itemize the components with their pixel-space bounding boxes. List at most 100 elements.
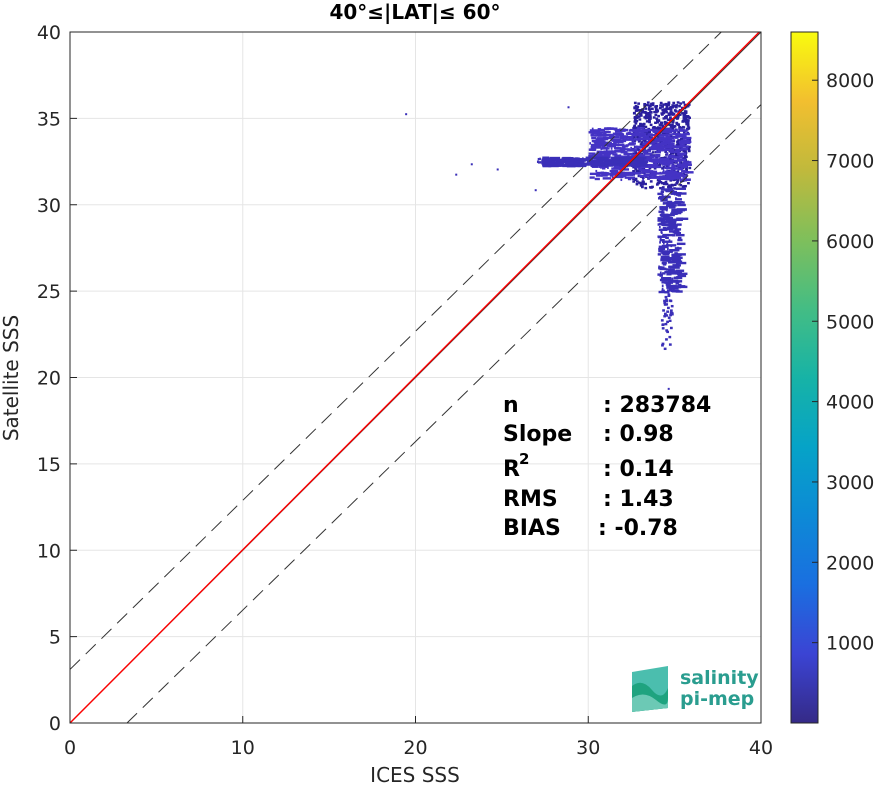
density-cell: [676, 148, 684, 151]
density-cell: [642, 181, 645, 185]
density-cell: [670, 125, 673, 128]
density-cell: [657, 223, 660, 226]
density-cell: [688, 138, 691, 141]
density-cell: [661, 289, 665, 292]
density-cell: [625, 162, 628, 165]
density-cell: [634, 126, 638, 130]
density-cell: [668, 230, 680, 233]
density-cell: [663, 132, 666, 135]
density-cell: [662, 242, 665, 245]
density-cell: [651, 151, 655, 154]
density-cell: [664, 150, 668, 153]
density-cell: [622, 145, 628, 148]
density-cell: [672, 264, 680, 267]
lower-line: [126, 104, 761, 723]
density-cell: [671, 280, 681, 283]
density-cell: [666, 218, 672, 222]
density-cell: [633, 139, 637, 142]
density-cell: [569, 164, 578, 167]
density-cell: [643, 137, 652, 140]
density-cell: [639, 114, 643, 117]
density-cell: [664, 295, 668, 299]
density-cell: [634, 118, 637, 121]
density-cell: [657, 127, 661, 131]
density-cell: [663, 137, 673, 141]
density-cell: [641, 180, 645, 183]
density-cell: [675, 104, 679, 107]
density-cell: [669, 289, 672, 292]
density-cell: [602, 177, 612, 180]
density-cell: [656, 121, 660, 124]
density-cell: [683, 155, 687, 159]
density-cell: [669, 268, 675, 271]
y-tick-label: 40: [37, 22, 61, 44]
density-cell: [639, 143, 643, 146]
density-cell: [675, 261, 687, 265]
density-cell: [613, 160, 623, 164]
density-cell: [662, 108, 666, 111]
density-cell: [654, 139, 665, 142]
density-cell: [677, 131, 681, 134]
density-cell: [678, 113, 682, 116]
density-cell: [627, 177, 632, 181]
density-cell: [662, 202, 672, 205]
stat-slope-label: Slope: [503, 422, 572, 447]
density-cell: [642, 178, 644, 181]
reference-lines: [70, 32, 761, 723]
density-cell: [684, 120, 688, 124]
density-cell: [671, 184, 675, 187]
density-cell: [644, 114, 648, 118]
density-cell: [651, 170, 658, 174]
upper-line: [70, 32, 722, 670]
stat-n-label: n: [503, 393, 519, 418]
density-cell: [668, 319, 672, 323]
density-cell: [640, 141, 644, 144]
density-cell: [653, 175, 661, 179]
density-cell: [659, 274, 663, 277]
density-cell: [660, 121, 664, 125]
outlier-point: [667, 387, 670, 390]
density-cell: [669, 299, 673, 303]
density-cell: [590, 134, 602, 137]
density-cell: [648, 108, 652, 111]
density-cell: [662, 240, 664, 243]
density-cell: [662, 198, 667, 202]
density-cell: [674, 167, 684, 170]
density-cell: [614, 154, 622, 157]
density-cell: [645, 133, 649, 136]
density-cell: [634, 145, 645, 149]
density-cell: [589, 129, 601, 132]
density-cell: [619, 164, 624, 167]
density-cell: [624, 176, 636, 179]
density-cell: [685, 128, 689, 131]
density-cell: [672, 156, 684, 159]
density-cell: [659, 129, 670, 132]
density-cell: [620, 178, 623, 182]
density-cell: [668, 206, 676, 209]
density-cell: [630, 146, 632, 150]
outlier-point: [470, 163, 473, 166]
density-cell: [665, 299, 669, 303]
density-cell: [676, 223, 682, 226]
density-cell: [681, 120, 685, 123]
density-cell: [672, 136, 678, 139]
density-cell: [602, 161, 613, 164]
density-cell: [657, 114, 661, 118]
density-cell: [595, 138, 605, 141]
density-cell: [632, 177, 635, 181]
colorbar: 1000 2000 3000 4000 5000 6000 7000 8000: [790, 31, 874, 724]
density-cell: [669, 311, 673, 314]
outlier-point: [405, 113, 408, 116]
density-cell: [611, 173, 619, 176]
density-cell: [666, 284, 677, 288]
density-cell: [682, 126, 686, 129]
density-cell: [633, 106, 637, 109]
density-cell: [663, 312, 667, 316]
density-cell: [632, 157, 644, 161]
density-cell: [662, 163, 671, 166]
density-cell: [667, 259, 669, 262]
density-cell: [640, 132, 645, 135]
density-cell: [686, 105, 690, 108]
density-cell: [666, 152, 669, 155]
density-cell: [657, 119, 660, 122]
